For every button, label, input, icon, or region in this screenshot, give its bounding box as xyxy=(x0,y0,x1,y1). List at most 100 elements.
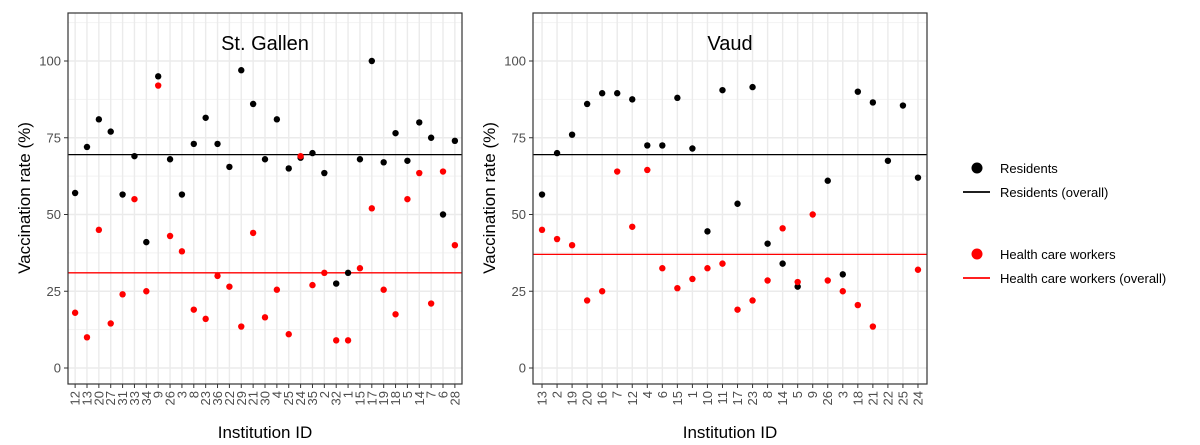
hcw-point xyxy=(119,291,126,298)
hcw-point xyxy=(226,283,233,290)
resident-point xyxy=(914,174,922,181)
resident-point xyxy=(356,156,364,163)
x-tick-label: 11 xyxy=(715,391,730,405)
x-tick-label: 2 xyxy=(317,391,332,398)
x-tick-label: 26 xyxy=(163,391,178,405)
y-tick-label: 50 xyxy=(512,207,526,222)
x-tick-label: 4 xyxy=(269,391,284,398)
x-tick-label: 6 xyxy=(655,391,670,398)
resident-point xyxy=(779,260,786,267)
x-tick-label: 8 xyxy=(186,391,201,398)
hcw-point xyxy=(553,235,561,243)
x-tick-label: 1 xyxy=(685,391,700,398)
resident-point xyxy=(95,116,103,123)
hcw-point xyxy=(107,320,114,327)
hcw-point xyxy=(914,266,922,273)
grid xyxy=(68,13,462,384)
hcw-point xyxy=(451,242,459,249)
x-tick-label: 26 xyxy=(820,391,835,405)
x-tick-label: 24 xyxy=(293,391,308,405)
resident-point xyxy=(659,142,666,149)
x-tick-label: 6 xyxy=(436,391,451,398)
x-tick-label: 12 xyxy=(625,391,640,405)
hcw-point xyxy=(734,306,741,313)
hcw-point xyxy=(704,265,711,272)
resident-point xyxy=(404,157,411,164)
resident-point xyxy=(273,116,281,123)
x-tick-label: 17 xyxy=(730,391,745,405)
hcw-point xyxy=(674,284,681,292)
resident-point xyxy=(884,157,892,164)
legend-point-hcw xyxy=(971,248,983,260)
resident-point xyxy=(899,102,907,109)
legend-label: Health care workers (overall) xyxy=(1000,271,1166,286)
hcw-point xyxy=(83,334,91,341)
hcw-point xyxy=(794,278,801,286)
resident-point xyxy=(629,96,636,103)
resident-point xyxy=(380,159,387,166)
hcw-point xyxy=(309,281,316,289)
hcw-point xyxy=(568,242,576,249)
resident-point xyxy=(143,238,150,246)
hcw-point xyxy=(261,314,269,321)
hcw-point xyxy=(95,226,103,234)
hcw-point xyxy=(143,288,150,295)
y-tick-label: 25 xyxy=(47,284,61,299)
legend-label: Health care workers xyxy=(1000,247,1116,262)
hcw-point xyxy=(779,225,786,232)
legend-label: Residents (overall) xyxy=(1000,185,1108,200)
x-tick-label: 35 xyxy=(305,391,320,405)
y-tick-label: 100 xyxy=(504,54,526,69)
hcw-point xyxy=(427,300,435,307)
hcw-point xyxy=(190,306,197,313)
y-axis-title-left: Vaccination rate (%) xyxy=(15,122,34,274)
x-tick-label: 33 xyxy=(127,391,142,405)
x-tick-label: 17 xyxy=(364,391,379,405)
y-tick-label: 75 xyxy=(47,130,61,145)
x-tick-label: 9 xyxy=(805,391,820,398)
x-tick-label: 25 xyxy=(281,391,296,405)
panel-border xyxy=(532,12,928,385)
hcw-point xyxy=(439,168,447,175)
hcw-point xyxy=(297,152,304,160)
resident-point xyxy=(226,163,233,171)
resident-point xyxy=(178,191,186,198)
hcw-point xyxy=(154,82,162,89)
resident-point xyxy=(598,90,606,97)
hcw-point xyxy=(285,331,292,338)
x-tick-label: 21 xyxy=(865,391,880,405)
hcw-point xyxy=(869,323,877,330)
resident-point xyxy=(321,169,328,177)
resident-point xyxy=(824,177,831,184)
resident-point xyxy=(734,200,741,207)
x-tick-label: 16 xyxy=(595,391,610,405)
x-tick-label: 21 xyxy=(246,391,261,405)
x-tick-label: 1 xyxy=(341,391,356,398)
hcw-point xyxy=(333,337,340,344)
resident-point xyxy=(107,128,114,135)
x-tick-label: 3 xyxy=(835,391,850,398)
resident-point xyxy=(261,156,269,163)
hcw-point xyxy=(238,323,245,330)
x-axis-title-left: Institution ID xyxy=(218,423,313,442)
x-tick-label: 14 xyxy=(775,391,790,405)
legend-point-residents xyxy=(971,162,983,174)
hcw-point xyxy=(178,248,186,255)
resident-point xyxy=(285,165,292,172)
x-tick-label: 32 xyxy=(329,391,344,405)
resident-point xyxy=(854,88,862,95)
x-tick-label: 34 xyxy=(139,391,154,405)
resident-point xyxy=(704,228,711,235)
resident-point xyxy=(451,137,459,145)
resident-point xyxy=(614,90,621,97)
hcw-point xyxy=(659,265,666,272)
hcw-point xyxy=(321,269,328,277)
resident-point xyxy=(439,211,447,218)
hcw-point xyxy=(689,275,696,283)
x-tick-label: 13 xyxy=(535,391,550,405)
x-tick-label: 22 xyxy=(222,391,237,405)
x-tick-label: 2 xyxy=(550,391,565,398)
hcw-point xyxy=(214,272,221,280)
resident-point xyxy=(368,57,376,65)
